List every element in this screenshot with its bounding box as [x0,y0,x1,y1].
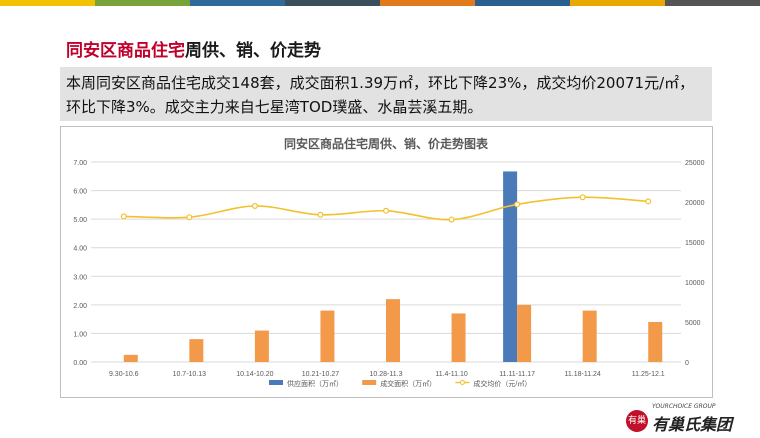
color-segment [475,0,570,6]
line-point [383,207,390,214]
x-tick-label: 9.30-10.6 [109,371,139,378]
x-tick-label: 11.11-11.17 [499,371,535,378]
logo-english: YOURCHOICE GROUP [652,403,716,410]
bar [254,330,269,362]
title-rest: 周供、销、价走势 [185,41,321,61]
chart-title: 同安区商品住宅周供、销、价走势图表 [284,136,489,151]
page-title: 同安区商品住宅周供、销、价走势 [66,36,321,61]
chart-container: 同安区商品住宅周供、销、价走势图表 0.00 1.00 2.00 3.00 4.00 5.… [60,126,713,398]
y-tick-left: 7.00 [73,160,87,167]
x-tick-label: 11.18-11.24 [565,371,601,378]
line-point [317,211,324,218]
x-tick-label: 11.4-11.10 [435,371,468,378]
legend-label: 供应面积（万㎡） [287,379,343,388]
y-tick-right: 0 [685,360,689,367]
y-tick-right: 10000 [685,280,705,287]
y-tick-left: 3.00 [73,274,87,281]
bar [451,313,466,362]
bar [517,304,532,362]
bar [189,339,204,362]
x-tick-label: 11.25-12.1 [632,371,665,378]
combo-chart: 同安区商品住宅周供、销、价走势图表 0.00 1.00 2.00 3.00 4.00 5.… [73,136,705,388]
legend-swatch [459,380,465,385]
logo-chinese: 有巢氏集团 [652,415,733,434]
line-point [579,194,586,201]
y-tick-left: 1.00 [73,331,87,338]
color-segment [0,0,95,6]
x-tick-label: 10.14-10.20 [236,371,273,378]
legend-label: 成交面积（万㎡） [380,379,436,388]
x-tick-label: 10.21-10.27 [302,371,339,378]
color-segment [665,0,760,6]
color-segment [570,0,665,6]
bar [386,299,400,362]
y-tick-right: 5000 [685,320,701,327]
color-segment [380,0,475,6]
y-tick-left: 4.00 [73,246,87,253]
line-point [645,198,652,205]
bar [123,354,138,362]
line-point [448,216,455,223]
line-point [120,213,127,220]
legend-swatch [362,380,377,385]
color-segment [95,0,190,6]
bar [503,171,518,362]
y-tick-left: 5.00 [73,217,87,224]
y-tick-left: 2.00 [73,303,87,310]
legend-label: 成交均价（元/㎡） [473,379,531,388]
y-tick-left: 0.00 [73,360,87,367]
y-tick-left: 6.00 [73,189,87,196]
line-point [514,201,521,208]
summary-text: 本周同安区商品住宅成交148套，成交面积1.39万㎡，环比下降23%，成交均价2… [60,67,712,121]
bar [320,310,335,362]
x-tick-label: 10.7-10.13 [173,371,207,378]
y-tick-right: 15000 [685,240,705,247]
y-tick-right: 20000 [685,200,705,207]
line-point [251,202,258,209]
title-highlight: 同安区商品住宅 [66,41,185,61]
line-point [186,214,193,221]
color-segment [190,0,285,6]
bar [582,310,597,362]
top-color-bar [0,0,760,6]
y-tick-right: 25000 [685,160,705,167]
x-tick-label: 10.28-11.3 [370,371,403,378]
bar [648,322,663,362]
legend-swatch [269,380,283,385]
color-segment [285,0,380,6]
logo-badge: 有巢 [626,410,648,432]
company-logo: 有巢 YOURCHOICE GROUP 有巢氏集团 [626,403,736,434]
